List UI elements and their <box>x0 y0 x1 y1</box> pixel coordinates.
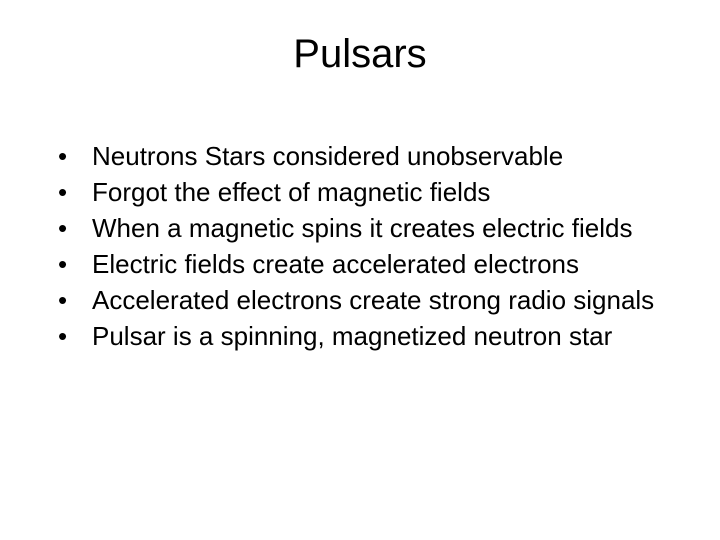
bullet-icon: • <box>58 248 92 280</box>
list-item: • When a magnetic spins it creates elect… <box>58 212 680 244</box>
list-item: • Pulsar is a spinning, magnetized neutr… <box>58 320 680 352</box>
list-item-text: Neutrons Stars considered unobservable <box>92 140 563 172</box>
slide: Pulsars • Neutrons Stars considered unob… <box>0 0 720 540</box>
list-item-text: Forgot the effect of magnetic fields <box>92 176 490 208</box>
bullet-icon: • <box>58 176 92 208</box>
bullet-icon: • <box>58 212 92 244</box>
list-item-text: When a magnetic spins it creates electri… <box>92 212 632 244</box>
list-item: • Neutrons Stars considered unobservable <box>58 140 680 172</box>
slide-title: Pulsars <box>0 32 720 77</box>
bullet-icon: • <box>58 284 92 316</box>
list-item-text: Pulsar is a spinning, magnetized neutron… <box>92 320 612 352</box>
bullet-list: • Neutrons Stars considered unobservable… <box>58 140 680 356</box>
list-item-text: Electric fields create accelerated elect… <box>92 248 579 280</box>
list-item: • Forgot the effect of magnetic fields <box>58 176 680 208</box>
list-item-text: Accelerated electrons create strong radi… <box>92 284 654 316</box>
list-item: • Electric fields create accelerated ele… <box>58 248 680 280</box>
bullet-icon: • <box>58 320 92 352</box>
list-item: • Accelerated electrons create strong ra… <box>58 284 680 316</box>
bullet-icon: • <box>58 140 92 172</box>
